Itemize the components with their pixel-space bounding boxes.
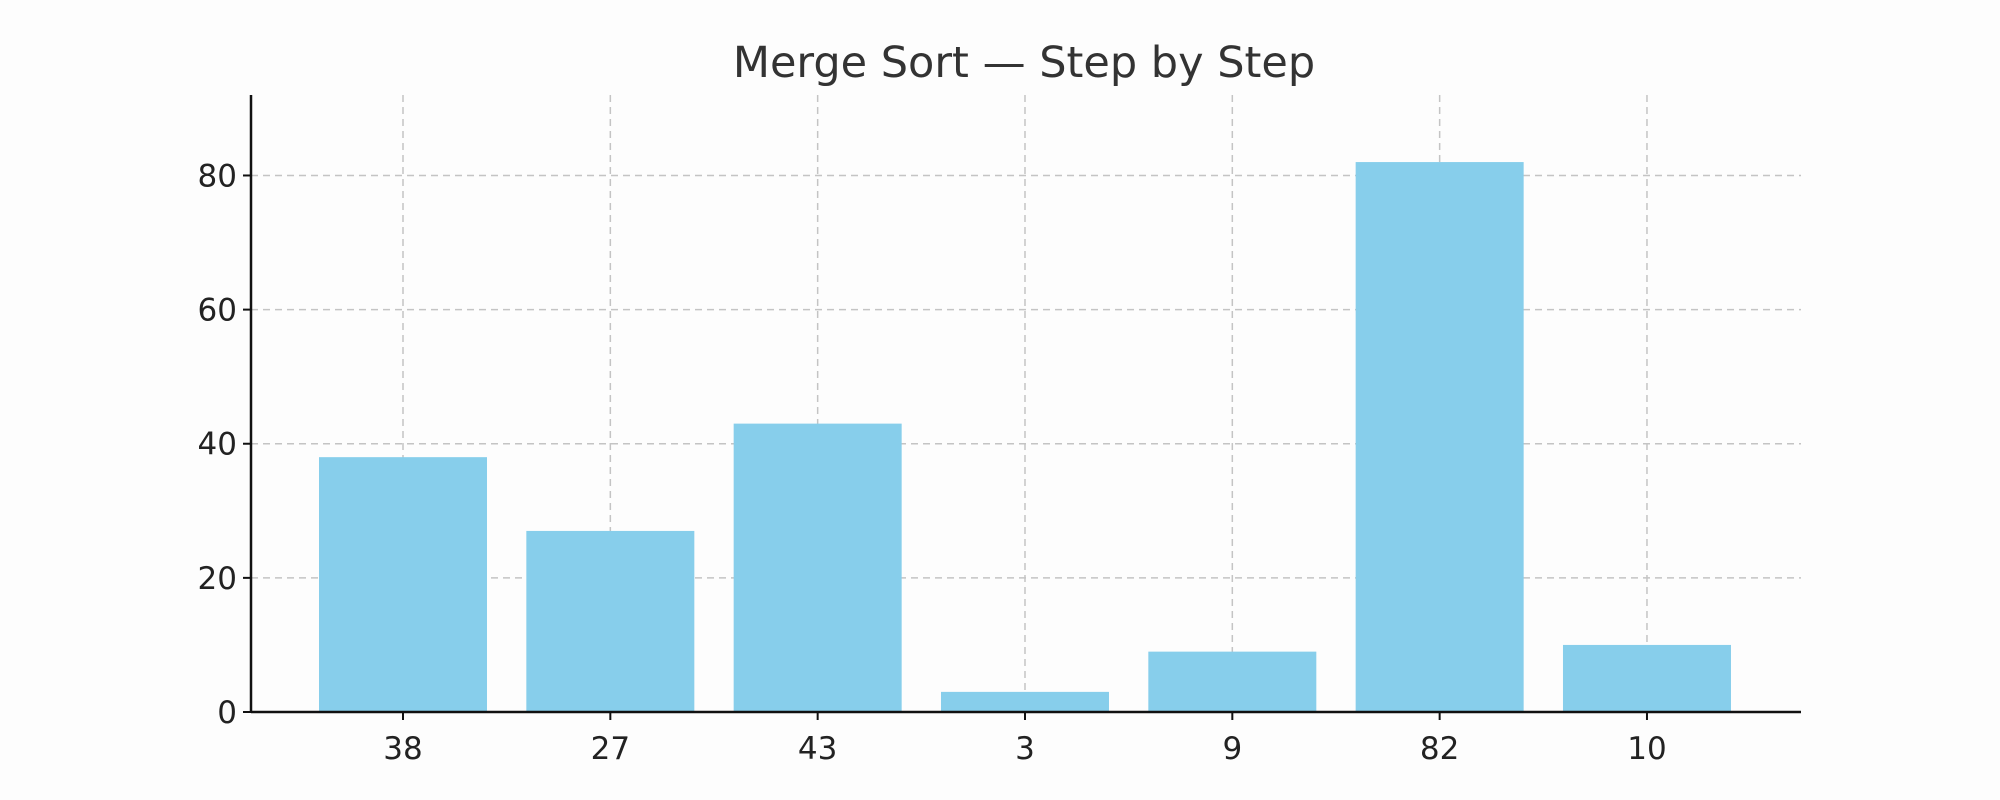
x-tick-label: 9 bbox=[1222, 731, 1242, 767]
chart-title: Merge Sort — Step by Step bbox=[733, 38, 1315, 88]
bar-82 bbox=[1355, 162, 1524, 713]
y-tick-label: 60 bbox=[198, 293, 237, 329]
bar-9 bbox=[1148, 651, 1317, 712]
y-tick-label: 80 bbox=[198, 158, 237, 194]
tick-labels: 0 20 40 60 80 38 27 43 3 9 82 10 bbox=[198, 158, 1667, 767]
x-tick-label: 27 bbox=[591, 731, 630, 767]
bar-38 bbox=[319, 457, 487, 712]
y-tick-label: 40 bbox=[198, 427, 237, 463]
x-tick-label: 43 bbox=[798, 731, 837, 767]
x-tick-label: 38 bbox=[383, 731, 422, 767]
x-tick-label: 3 bbox=[1015, 731, 1035, 767]
bars bbox=[319, 162, 1731, 713]
x-tick-label: 10 bbox=[1627, 731, 1666, 767]
bar-43 bbox=[733, 423, 902, 712]
y-tick-label: 0 bbox=[217, 695, 237, 731]
bar-27 bbox=[526, 530, 695, 712]
x-tick-label: 82 bbox=[1420, 731, 1459, 767]
bar-3 bbox=[940, 691, 1109, 712]
bar-10 bbox=[1562, 644, 1731, 712]
axes bbox=[249, 95, 1801, 714]
y-tick-label: 20 bbox=[198, 561, 237, 597]
